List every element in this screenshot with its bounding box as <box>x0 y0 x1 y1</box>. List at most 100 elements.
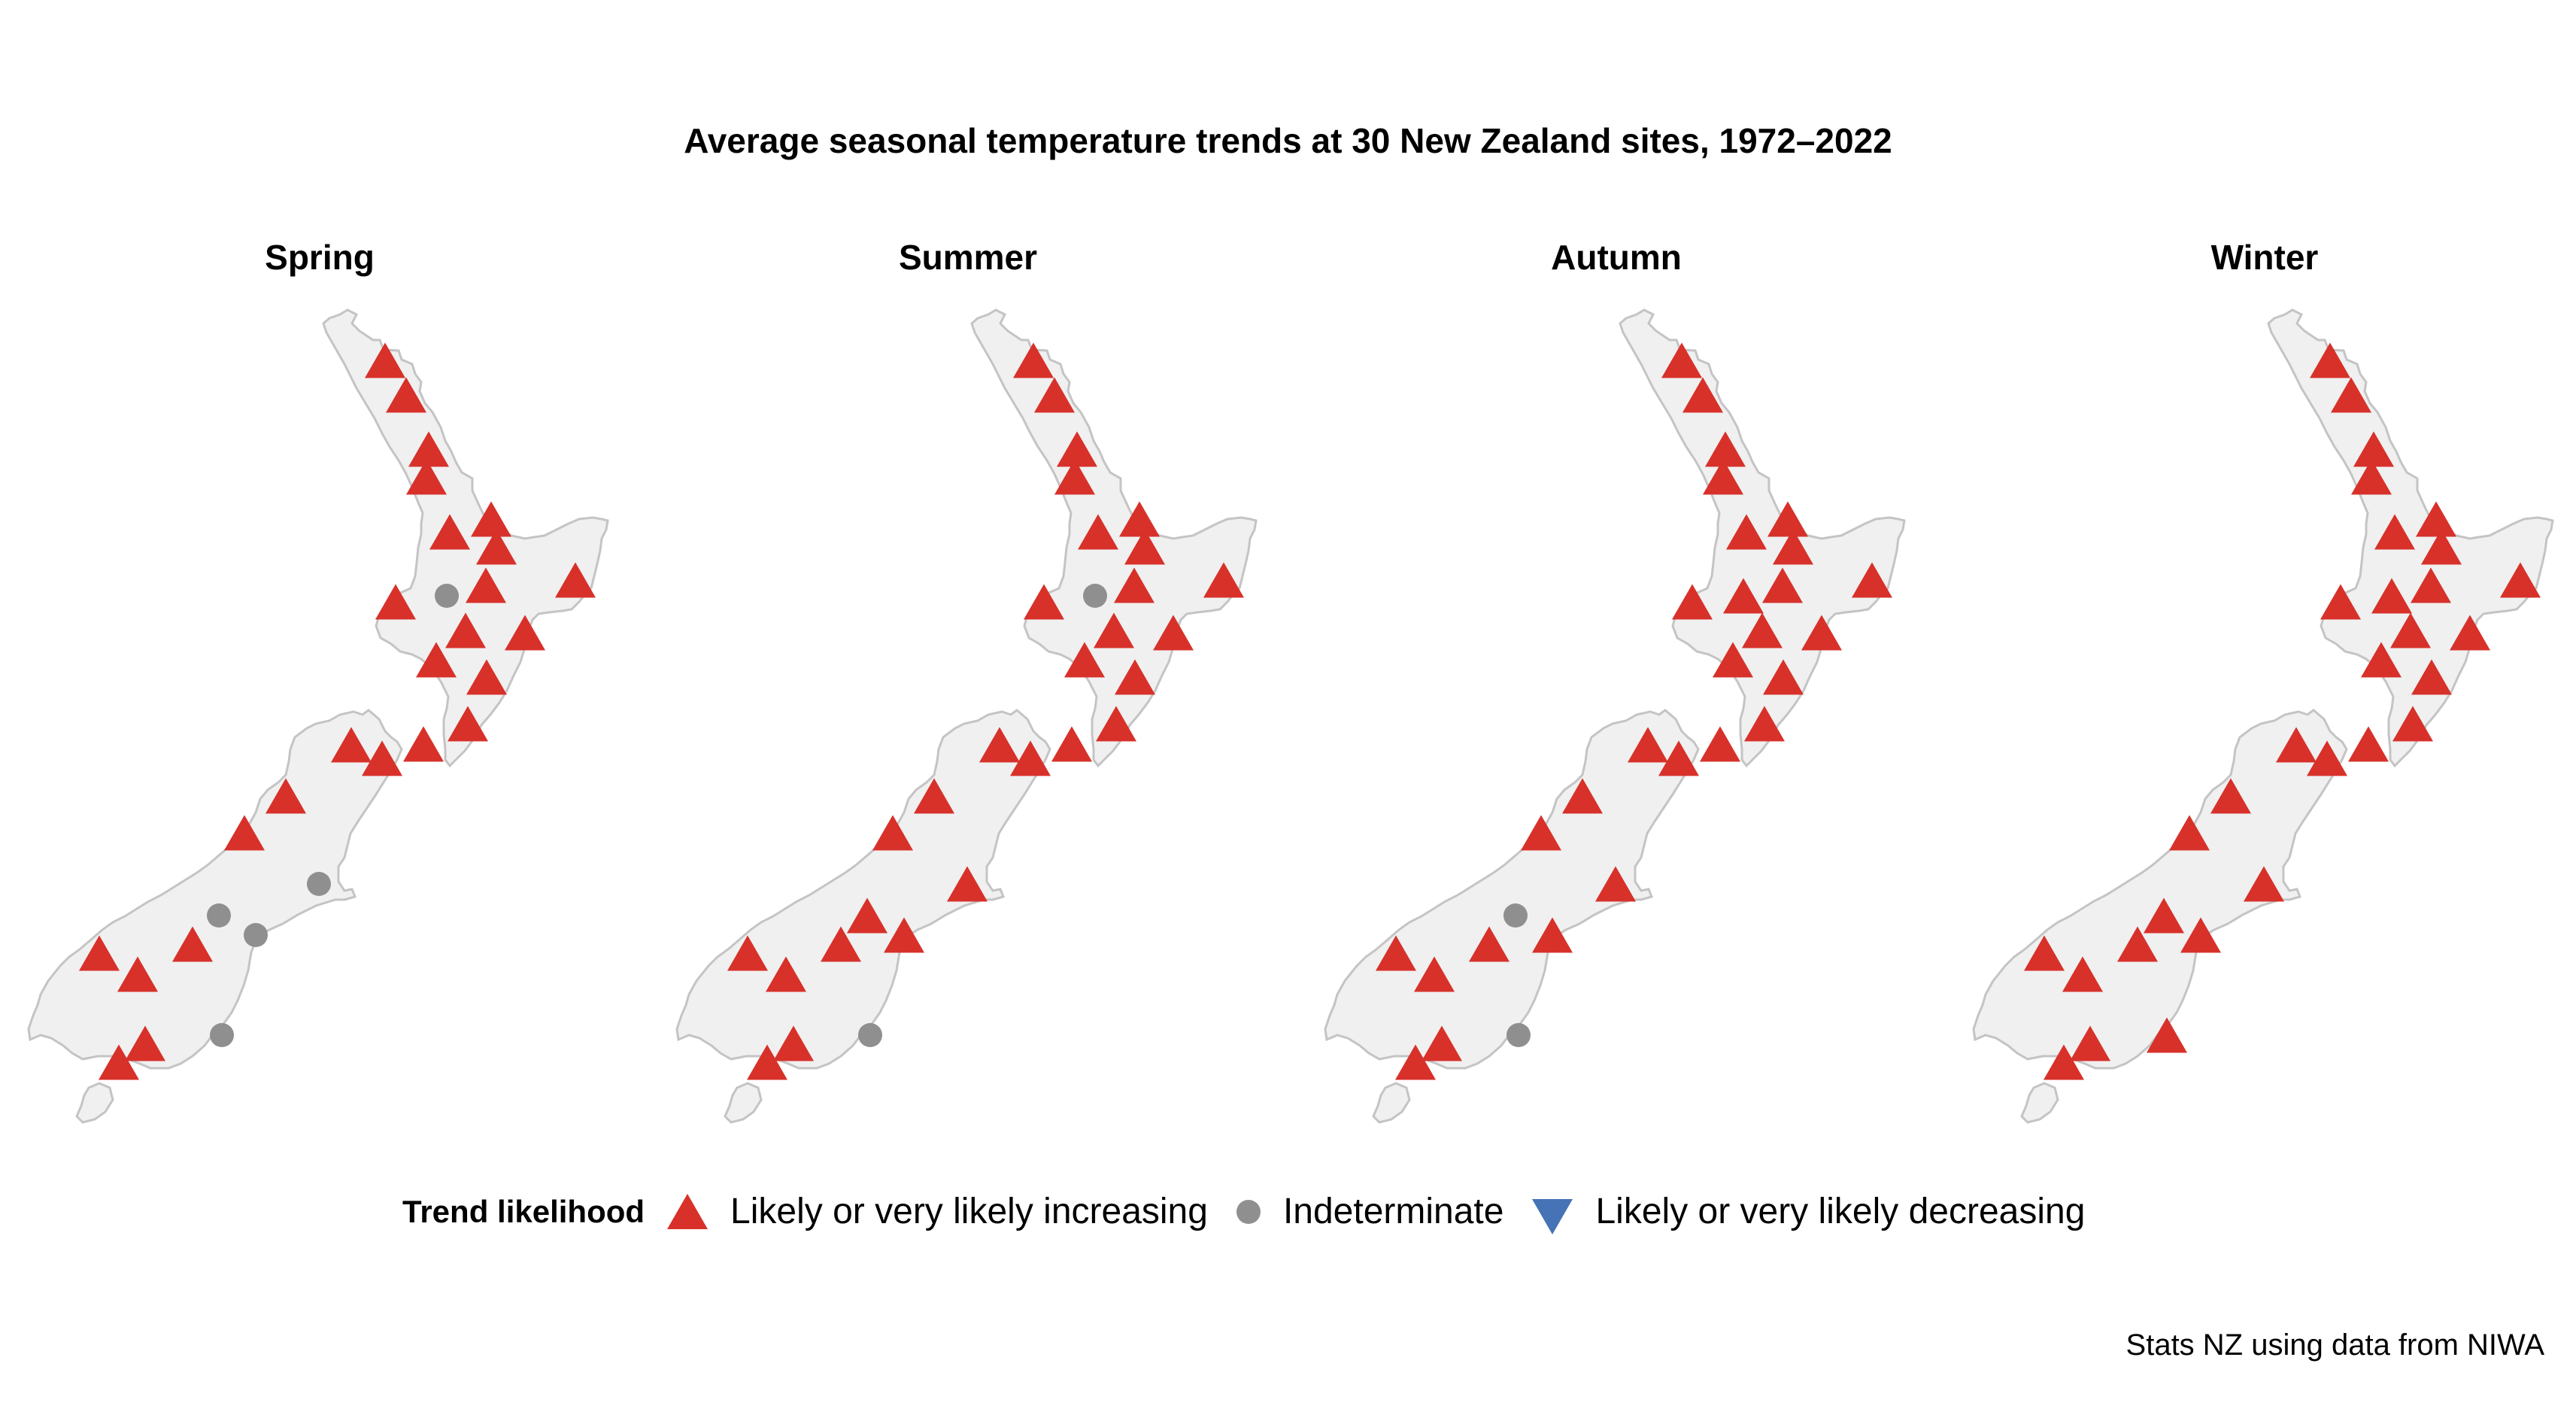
increasing-triangle-icon <box>375 584 416 620</box>
increasing-triangle-icon <box>1094 612 1134 648</box>
increasing-triangle-icon <box>1057 431 1097 467</box>
increasing-triangle-icon <box>979 727 1020 763</box>
increasing-triangle-icon <box>1203 562 1244 598</box>
legend-item-indeterminate: Indeterminate <box>1236 1191 1504 1232</box>
increasing-triangle-icon <box>1051 726 1092 762</box>
increasing-triangle-icon <box>1852 562 1892 598</box>
increasing-triangle-icon <box>1521 815 1561 851</box>
indeterminate-circle-icon <box>1506 1023 1531 1047</box>
increasing-triangle-icon <box>2320 584 2361 620</box>
increasing-triangle-icon <box>2210 778 2251 814</box>
increasing-triangle-icon <box>1705 431 1746 467</box>
increasing-triangle-icon <box>1395 1044 1436 1080</box>
increasing-triangle-icon <box>466 567 506 603</box>
increasing-triangle-icon <box>1153 615 1194 651</box>
increasing-triangle-icon <box>2392 706 2433 742</box>
increasing-triangle-icon <box>365 342 405 378</box>
increasing-triangle-icon <box>2411 567 2451 603</box>
increasing-triangle-icon <box>747 1044 787 1080</box>
increasing-triangle-icon <box>766 956 806 992</box>
increasing-triangle-icon <box>172 926 213 962</box>
panel-title-winter: Winter <box>2210 238 2319 277</box>
increasing-triangle-icon <box>1723 578 1764 614</box>
site-markers-summer <box>727 342 1244 1080</box>
increasing-triangle-icon <box>1114 567 1154 603</box>
increasing-triangle-icon <box>1096 706 1136 742</box>
legend-item-decreasing: Likely or very likely decreasing <box>1532 1189 2085 1234</box>
increasing-triangle-icon <box>2371 578 2412 614</box>
increasing-triangle-icon <box>2144 897 2184 934</box>
increasing-triangle-icon <box>408 431 449 467</box>
legend-label-indeterminate: Indeterminate <box>1282 1192 1504 1231</box>
increasing-triangle-icon <box>1376 935 1416 971</box>
increasing-triangle-icon <box>1801 615 1842 651</box>
increasing-triangle-icon <box>555 562 596 598</box>
increasing-triangle-icon <box>2500 562 2541 598</box>
increasing-triangle-icon <box>2044 1044 2084 1080</box>
increasing-triangle-icon <box>2117 926 2158 962</box>
increasing-triangle-icon <box>1726 514 1767 550</box>
increasing-triangle-icon <box>1054 459 1095 495</box>
increasing-triangle-icon <box>429 514 470 550</box>
indeterminate-circle-icon <box>1503 903 1528 928</box>
increasing-triangle-icon <box>471 501 511 537</box>
increasing-triangle-icon <box>727 935 768 971</box>
increasing-triangle-icon <box>505 615 545 651</box>
panel-title-summer: Summer <box>898 238 1038 277</box>
increasing-triangle-icon <box>1682 377 1723 413</box>
increasing-triangle-icon <box>1762 567 1803 603</box>
increasing-triangle-icon <box>2374 514 2415 550</box>
site-markers-spring <box>79 342 596 1080</box>
increasing-triangle-icon <box>2390 612 2431 648</box>
increasing-triangle-icon <box>2411 659 2452 695</box>
increasing-triangle-icon <box>265 778 306 814</box>
increasing-triangle-icon <box>2421 529 2462 565</box>
increasing-triangle-icon <box>2070 1025 2110 1061</box>
increasing-triangle-icon <box>1024 584 1064 620</box>
legend-label-increasing: Likely or very likely increasing <box>730 1192 1208 1231</box>
increasing-triangle-icon <box>1115 659 1155 695</box>
increasing-triangle-icon <box>117 956 158 992</box>
increasing-triangle-icon <box>1744 706 1785 742</box>
increasing-triangle-icon <box>2180 917 2221 953</box>
map-panel-winter <box>1972 308 2554 1124</box>
increasing-triangle-icon <box>2062 956 2103 992</box>
increasing-triangle-icon <box>1767 501 1808 537</box>
indeterminate-circle-icon <box>207 903 231 928</box>
legend-label-decreasing: Likely or very likely decreasing <box>1595 1192 2086 1231</box>
nz-map-outline <box>675 308 1258 1124</box>
triangle-up-icon <box>667 1194 708 1229</box>
increasing-triangle-icon <box>406 459 447 495</box>
map-panel-spring <box>27 308 609 1124</box>
increasing-triangle-icon <box>1414 956 1455 992</box>
increasing-triangle-icon <box>1661 342 1702 378</box>
increasing-triangle-icon <box>1532 917 1573 953</box>
increasing-triangle-icon <box>2244 866 2284 902</box>
increasing-triangle-icon <box>2348 726 2389 762</box>
increasing-triangle-icon <box>2353 431 2394 467</box>
increasing-triangle-icon <box>125 1025 165 1061</box>
increasing-triangle-icon <box>1064 642 1105 678</box>
increasing-triangle-icon <box>1013 342 1054 378</box>
circle-icon <box>1236 1199 1261 1224</box>
increasing-triangle-icon <box>1422 1025 1462 1061</box>
nz-map-outline <box>27 308 609 1124</box>
site-markers-winter <box>2024 342 2541 1080</box>
increasing-triangle-icon <box>466 659 507 695</box>
increasing-triangle-icon <box>224 815 265 851</box>
increasing-triangle-icon <box>2276 727 2317 763</box>
increasing-triangle-icon <box>872 815 913 851</box>
panel-title-spring: Spring <box>265 238 375 277</box>
increasing-triangle-icon <box>2416 501 2456 537</box>
indeterminate-circle-icon <box>307 872 331 896</box>
increasing-triangle-icon <box>947 866 988 902</box>
increasing-triangle-icon <box>1595 866 1636 902</box>
increasing-triangle-icon <box>773 1025 814 1061</box>
increasing-triangle-icon <box>1742 612 1783 648</box>
increasing-triangle-icon <box>1124 529 1165 565</box>
increasing-triangle-icon <box>476 529 517 565</box>
increasing-triangle-icon <box>362 740 402 776</box>
increasing-triangle-icon <box>1010 740 1051 776</box>
increasing-triangle-icon <box>1658 740 1699 776</box>
